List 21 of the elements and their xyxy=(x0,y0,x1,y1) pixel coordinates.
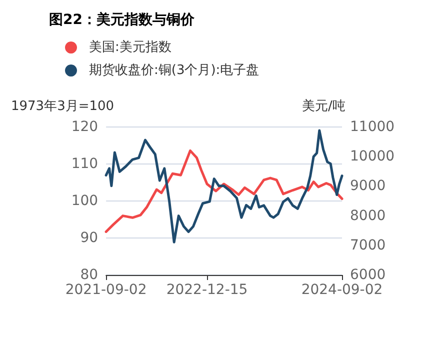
y-axis-title: 1973年3月=100 xyxy=(11,99,114,114)
y-tick-label: 90 xyxy=(80,230,98,246)
y-tick-label: 80 xyxy=(80,267,98,283)
y2-tick-label: 6000 xyxy=(350,267,386,283)
y2-axis-title: 美元/吨 xyxy=(302,98,346,114)
y2-tick-label: 7000 xyxy=(350,237,386,254)
chart-title: 图22：美元指数与铜价 xyxy=(49,11,196,28)
y-tick-label: 120 xyxy=(71,119,98,135)
y-tick-label: 110 xyxy=(71,156,98,172)
y2-tick-label: 9000 xyxy=(350,178,386,194)
y2-tick-label: 11000 xyxy=(350,119,395,135)
legend-label: 美国:美元指数 xyxy=(89,39,172,55)
y-tick-label: 100 xyxy=(71,193,98,209)
legend-label: 期货收盘价:铜(3个月):电子盘 xyxy=(89,63,260,78)
x-tick-label: 2022-12-15 xyxy=(166,282,248,298)
x-tick-label: 2024-09-02 xyxy=(301,282,383,298)
y2-tick-label: 8000 xyxy=(350,208,386,224)
line-series xyxy=(104,149,344,233)
line-series xyxy=(104,129,344,244)
x-tick-label: 2021-09-02 xyxy=(65,282,147,298)
y2-tick-label: 10000 xyxy=(350,148,395,165)
